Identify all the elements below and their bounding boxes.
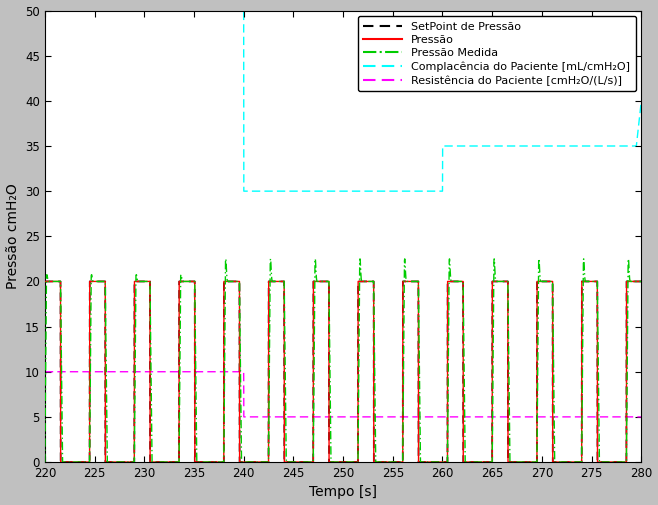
X-axis label: Tempo [s]: Tempo [s] bbox=[309, 485, 377, 499]
Y-axis label: Pressão cmH₂O: Pressão cmH₂O bbox=[5, 183, 20, 289]
Legend: SetPoint de Pressão, Pressão, Pressão Medida, Complacência do Paciente [mL/cmH₂O: SetPoint de Pressão, Pressão, Pressão Me… bbox=[358, 16, 636, 91]
